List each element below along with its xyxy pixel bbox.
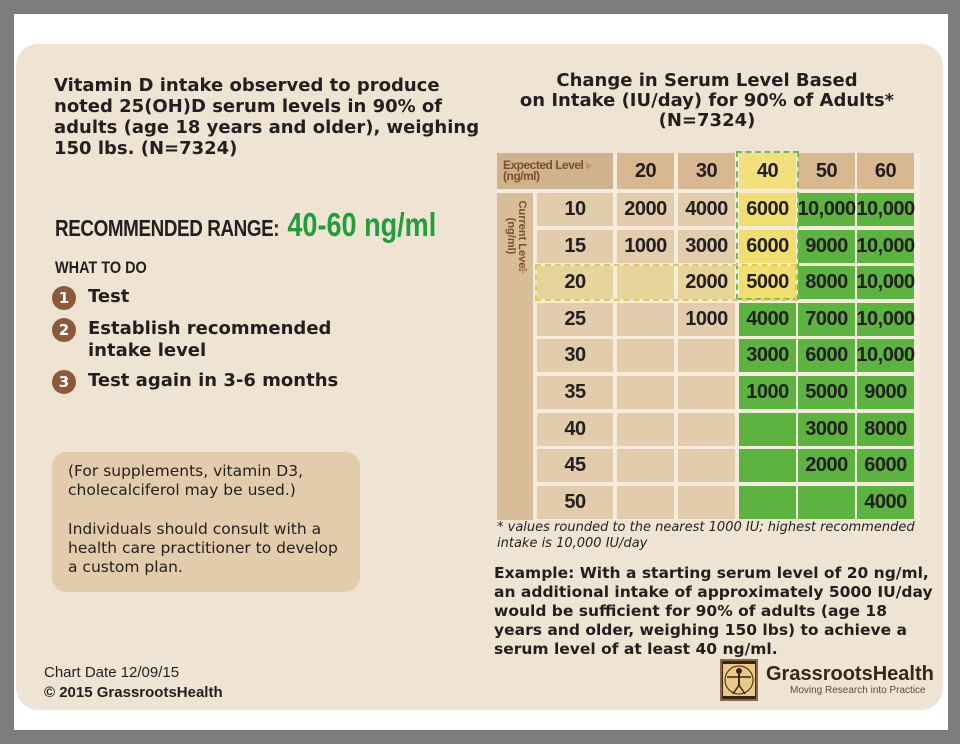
logo-tagline: Moving Research into Practice bbox=[790, 685, 926, 696]
table-cell bbox=[739, 449, 796, 483]
table-cell: 4000 bbox=[739, 302, 796, 336]
table-cell: 8000 bbox=[798, 266, 855, 300]
table-cell: 10,000 bbox=[856, 339, 915, 373]
table-cell: 3000 bbox=[678, 229, 735, 263]
row-label-10: 10 bbox=[537, 193, 613, 226]
column-header-30: 30 bbox=[678, 153, 735, 189]
table-title-line-1: Change in Serum Level Based bbox=[556, 70, 858, 91]
table-cell bbox=[678, 376, 735, 409]
supplement-note-box: (For supplements, vitamin D3, cholecalci… bbox=[52, 452, 360, 592]
recommended-label: RECOMMENDED RANGE: bbox=[55, 215, 280, 241]
right-arrow-icon bbox=[586, 161, 593, 170]
row-label-20: 20 bbox=[537, 266, 613, 300]
table-cell bbox=[617, 376, 674, 409]
table-cell: 4000 bbox=[678, 193, 735, 226]
step-text-3: Test again in 3-6 months bbox=[88, 370, 339, 391]
note-consult: Individuals should consult with a health… bbox=[68, 520, 338, 576]
table-cell: 4000 bbox=[857, 485, 914, 519]
column-header-20: 20 bbox=[617, 153, 674, 189]
table-cell: 5000 bbox=[739, 266, 796, 300]
row-label-45: 45 bbox=[537, 449, 613, 483]
current-level-label-box: Current Level (ng/ml) bbox=[502, 197, 528, 272]
table-title-line-3: (N=7324) bbox=[658, 110, 756, 131]
table-cell bbox=[617, 449, 674, 483]
table-cell bbox=[739, 485, 796, 519]
step-number-2: 2 bbox=[52, 318, 76, 342]
row-label-15: 15 bbox=[537, 229, 613, 263]
table-cell: 10,000 bbox=[797, 193, 856, 226]
table-cell bbox=[678, 449, 735, 483]
expected-level-header: Expected Level (ng/ml) bbox=[497, 153, 613, 189]
table-cell: 6000 bbox=[739, 193, 796, 226]
copyright: © 2015 GrassrootsHealth bbox=[44, 684, 223, 701]
what-to-do-heading: WHAT TO DO bbox=[55, 258, 147, 277]
example-text: Example: With a starting serum level of … bbox=[494, 564, 933, 658]
table-cell bbox=[739, 412, 796, 446]
table-cell: 10,000 bbox=[856, 266, 915, 300]
table-cell bbox=[617, 266, 674, 300]
table-title: Change in Serum Level Based on Intake (I… bbox=[492, 71, 922, 131]
table-cell bbox=[617, 485, 674, 519]
row-label-30: 30 bbox=[537, 339, 613, 373]
step-number-1: 1 bbox=[52, 286, 76, 310]
table-cell bbox=[798, 485, 855, 519]
table-cell: 7000 bbox=[798, 302, 855, 336]
down-arrow-icon bbox=[519, 268, 527, 274]
vitruvian-man-icon bbox=[720, 659, 758, 701]
table-cell: 1000 bbox=[739, 376, 796, 409]
table-title-line-2: on Intake (IU/day) for 90% of Adults* bbox=[519, 90, 895, 111]
table-cell: 2000 bbox=[678, 266, 735, 300]
current-level-bar bbox=[497, 193, 533, 520]
column-header-60: 60 bbox=[857, 153, 914, 189]
table-cell: 1000 bbox=[617, 229, 674, 263]
row-label-50: 50 bbox=[537, 485, 613, 519]
table-cell: 10,000 bbox=[856, 229, 915, 263]
table-cell: 1000 bbox=[678, 302, 735, 336]
step-text-2: Establish recommended intake level bbox=[88, 318, 332, 361]
logo-brand: GrassrootsHealth bbox=[766, 663, 934, 685]
table-cell: 6000 bbox=[798, 339, 855, 373]
table-cell: 3000 bbox=[798, 412, 855, 446]
table-cell bbox=[678, 339, 735, 373]
grassrootshealth-logo: GrassrootsHealth Moving Research into Pr… bbox=[720, 658, 934, 702]
row-label-25: 25 bbox=[537, 302, 613, 336]
recommended-range: RECOMMENDED RANGE: 40-60 ng/ml bbox=[55, 206, 436, 244]
step-2: 2 Establish recommended intake level bbox=[52, 318, 352, 362]
table-cell bbox=[678, 412, 735, 446]
step-1: 1 Test bbox=[52, 286, 129, 310]
table-cell: 10,000 bbox=[856, 193, 915, 226]
table-cell bbox=[678, 485, 735, 519]
table-cell: 9000 bbox=[798, 229, 855, 263]
table-cell bbox=[617, 302, 674, 336]
step-3: 3 Test again in 3-6 months bbox=[52, 370, 338, 394]
table-footnote: * values rounded to the nearest 1000 IU;… bbox=[497, 520, 915, 551]
column-header-50: 50 bbox=[798, 153, 855, 189]
expected-level-label: Expected Level bbox=[503, 159, 593, 171]
table-cell: 9000 bbox=[857, 376, 914, 409]
table-cell: 2000 bbox=[798, 449, 855, 483]
table-cell: 3000 bbox=[739, 339, 796, 373]
table-cell bbox=[617, 412, 674, 446]
row-label-35: 35 bbox=[537, 376, 613, 409]
table-cell: 5000 bbox=[798, 376, 855, 409]
current-level-label: Current Level (ng/ml) bbox=[505, 200, 528, 272]
table-cell: 10,000 bbox=[856, 302, 915, 336]
column-header-40: 40 bbox=[739, 153, 796, 189]
table-cell: 8000 bbox=[857, 412, 914, 446]
step-text-1: Test bbox=[88, 286, 130, 307]
table-cell bbox=[617, 339, 674, 373]
row-label-40: 40 bbox=[537, 412, 613, 446]
note-supplements: (For supplements, vitamin D3, cholecalci… bbox=[68, 462, 304, 499]
expected-level-unit: (ng/ml) bbox=[503, 169, 540, 183]
recommended-value: 40-60 ng/ml bbox=[287, 206, 437, 243]
intro-text: Vitamin D intake observed to produce not… bbox=[54, 75, 480, 159]
step-number-3: 3 bbox=[52, 370, 76, 394]
table-cell: 6000 bbox=[739, 229, 796, 263]
chart-date: Chart Date 12/09/15 bbox=[44, 664, 180, 681]
table-cell: 6000 bbox=[857, 449, 914, 483]
table-cell: 2000 bbox=[617, 193, 674, 226]
